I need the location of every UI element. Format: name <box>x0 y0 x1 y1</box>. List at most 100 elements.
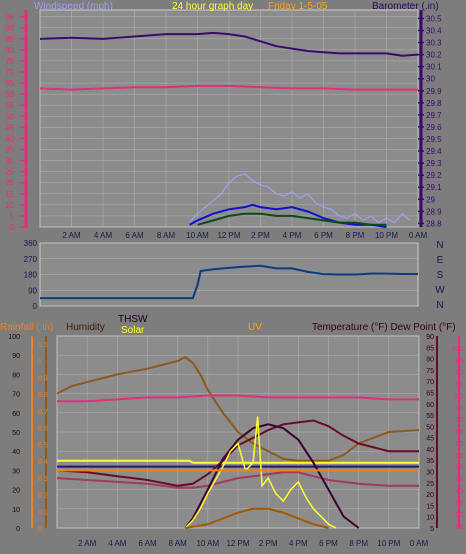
humidity-axis-label: Humidity <box>66 322 105 333</box>
rain-tick-label: 0.4 <box>38 459 48 466</box>
barometer-tick-label: 29.4 <box>426 147 442 156</box>
p3-x-tick-label: 8 PM <box>349 539 368 548</box>
barometer-tick-label: 28.8 <box>426 219 442 228</box>
barometer-tick-label: 30.2 <box>426 51 442 60</box>
windspeed-tick-label: 60 <box>5 90 14 99</box>
p3-series-yellow_ref <box>57 459 419 464</box>
heat-tick-label: 35 <box>455 500 463 507</box>
temp-tick-label: 10 <box>426 515 434 522</box>
windspeed-tick-label: 40 <box>5 134 14 143</box>
rain-tick-label: 0.7 <box>38 409 48 416</box>
heat-tick-label: 60 <box>455 441 463 448</box>
p3-x-tick-label: 4 PM <box>289 539 308 548</box>
compass-label: S <box>437 270 444 281</box>
direction-tick-label: 180 <box>24 271 38 280</box>
heat-tick-label: 95 <box>455 358 463 365</box>
rain-tick-label: 0.6 <box>38 426 48 433</box>
thsw-label: THSW <box>118 314 148 325</box>
temp-tick-label: 25 <box>426 481 434 488</box>
panel-wind-barometer: 0 5 10 15 20 25 30 35 40 45 50 55 60 65 70 75 80 85 90 95 2… <box>5 1 442 240</box>
solar-label: Solar <box>121 325 145 336</box>
barometer-tick-label: 30.1 <box>426 63 442 72</box>
p1-x-tick-label: 12 PM <box>217 231 240 240</box>
barometer-tick-label: 30.3 <box>426 39 442 48</box>
windspeed-tick-label: 80 <box>5 46 14 55</box>
compass-label: N <box>436 240 443 251</box>
windspeed-tick-label: 35 <box>5 146 14 155</box>
compass-label: E <box>437 255 444 266</box>
humidity-tick-label: 20 <box>12 488 20 495</box>
temp-tick-label: 65 <box>426 390 434 397</box>
p1-x-tick-label: 6 PM <box>314 231 333 240</box>
windspeed-tick-label: 65 <box>5 79 14 88</box>
heat-tick-label: 25 <box>455 524 463 531</box>
heat-tick-label: 85 <box>455 382 463 389</box>
p1-series-wind_light <box>189 173 411 224</box>
windspeed-tick-label: 5 <box>10 212 15 221</box>
chart-date: Friday 1-5-05 <box>268 1 328 12</box>
p1-series-purple <box>39 31 419 57</box>
rain-tick-label: 0.5 <box>38 442 48 449</box>
p3-x-tick-label: 12 PM <box>226 539 249 548</box>
heat-tick-label: 45 <box>455 477 463 484</box>
barometer-tick-label: 29 <box>426 195 435 204</box>
barometer-tick-label: 29.3 <box>426 159 442 168</box>
temp-tick-label: 70 <box>426 379 434 386</box>
p1-x-tick-label: 0 AM <box>409 231 428 240</box>
p1-x-tick-label: 10 AM <box>186 231 209 240</box>
compass-label: W <box>435 285 445 296</box>
rain-tick-label: 0.3 <box>38 476 48 483</box>
windspeed-tick-label: 95 <box>5 13 14 22</box>
humidity-tick-label: 0 <box>16 526 20 533</box>
temp-tick-label: 5 <box>430 526 434 533</box>
windspeed-tick-label: 25 <box>5 168 14 177</box>
p1-x-tick-label: 4 AM <box>94 231 113 240</box>
rain-tick-label: 0.9 <box>38 375 48 382</box>
temp-tick-label: 15 <box>426 503 434 510</box>
p3-series-solar <box>184 416 337 529</box>
rain-tick-label: 0.8 <box>38 392 48 399</box>
windspeed-axis-label: Windspeed (mph) <box>34 1 113 12</box>
p3-x-tick-label: 4 AM <box>108 539 127 548</box>
windspeed-tick-label: 90 <box>5 24 14 33</box>
temp-tick-label: 35 <box>426 458 434 465</box>
windspeed-tick-label: 0 <box>10 223 15 232</box>
temp-tick-label: 30 <box>426 470 434 477</box>
windspeed-tick-label: 70 <box>5 68 14 77</box>
barometer-tick-label: 30.5 <box>426 14 442 23</box>
windspeed-tick-label: 10 <box>5 201 14 210</box>
windspeed-tick-label: 75 <box>5 57 14 66</box>
p1-x-tick-label: 10 PM <box>375 231 398 240</box>
barometer-tick-label: 30 <box>426 75 435 84</box>
rain-tick-label: 0.2 <box>38 493 48 500</box>
temp-tick-label: 90 <box>426 334 434 341</box>
temp-tick-label: 40 <box>426 447 434 454</box>
p3-x-tick-label: 2 AM <box>78 539 97 548</box>
barometer-tick-label: 29.6 <box>426 123 442 132</box>
heat-tick-label: 90 <box>455 370 463 377</box>
rain-tick-label: 1.1 <box>38 342 48 349</box>
p1-x-tick-label: 4 PM <box>283 231 302 240</box>
humidity-tick-label: 80 <box>12 372 20 379</box>
humidity-tick-label: 50 <box>12 430 20 437</box>
p3-x-tick-label: 6 AM <box>138 539 157 548</box>
windspeed-tick-label: 30 <box>5 157 14 166</box>
p1-x-tick-label: 6 AM <box>125 231 144 240</box>
temp-tick-label: 20 <box>426 492 434 499</box>
uv-label: UV <box>248 322 262 333</box>
barometer-tick-label: 29.8 <box>426 99 442 108</box>
p1-x-tick-label: 2 AM <box>62 231 81 240</box>
barometer-tick-label: 29.9 <box>426 87 442 96</box>
p3-x-tick-label: 10 AM <box>196 539 219 548</box>
humidity-tick-label: 10 <box>12 507 20 514</box>
p1-series-pink <box>39 84 418 91</box>
temp-tick-label: 85 <box>426 345 434 352</box>
temperature-axis-label: Temperature (°F) Dew Point (°F) <box>312 322 456 333</box>
wind-direction-line <box>40 264 418 300</box>
p3-x-tick-label: 8 AM <box>169 539 188 548</box>
p1-x-tick-label: 8 PM <box>346 231 365 240</box>
direction-tick-label: 0 <box>33 302 38 311</box>
direction-tick-label: 90 <box>28 286 37 295</box>
